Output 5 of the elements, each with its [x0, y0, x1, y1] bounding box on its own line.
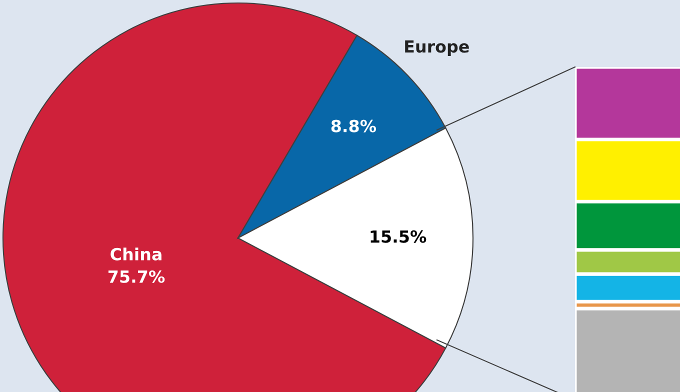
data-label: 8.8%	[331, 120, 376, 132]
data-label: 15.5%	[370, 230, 426, 243]
slice-label: Europe	[405, 40, 469, 56]
data-label: 75.7%	[108, 270, 165, 283]
slice-label: China	[110, 248, 162, 260]
